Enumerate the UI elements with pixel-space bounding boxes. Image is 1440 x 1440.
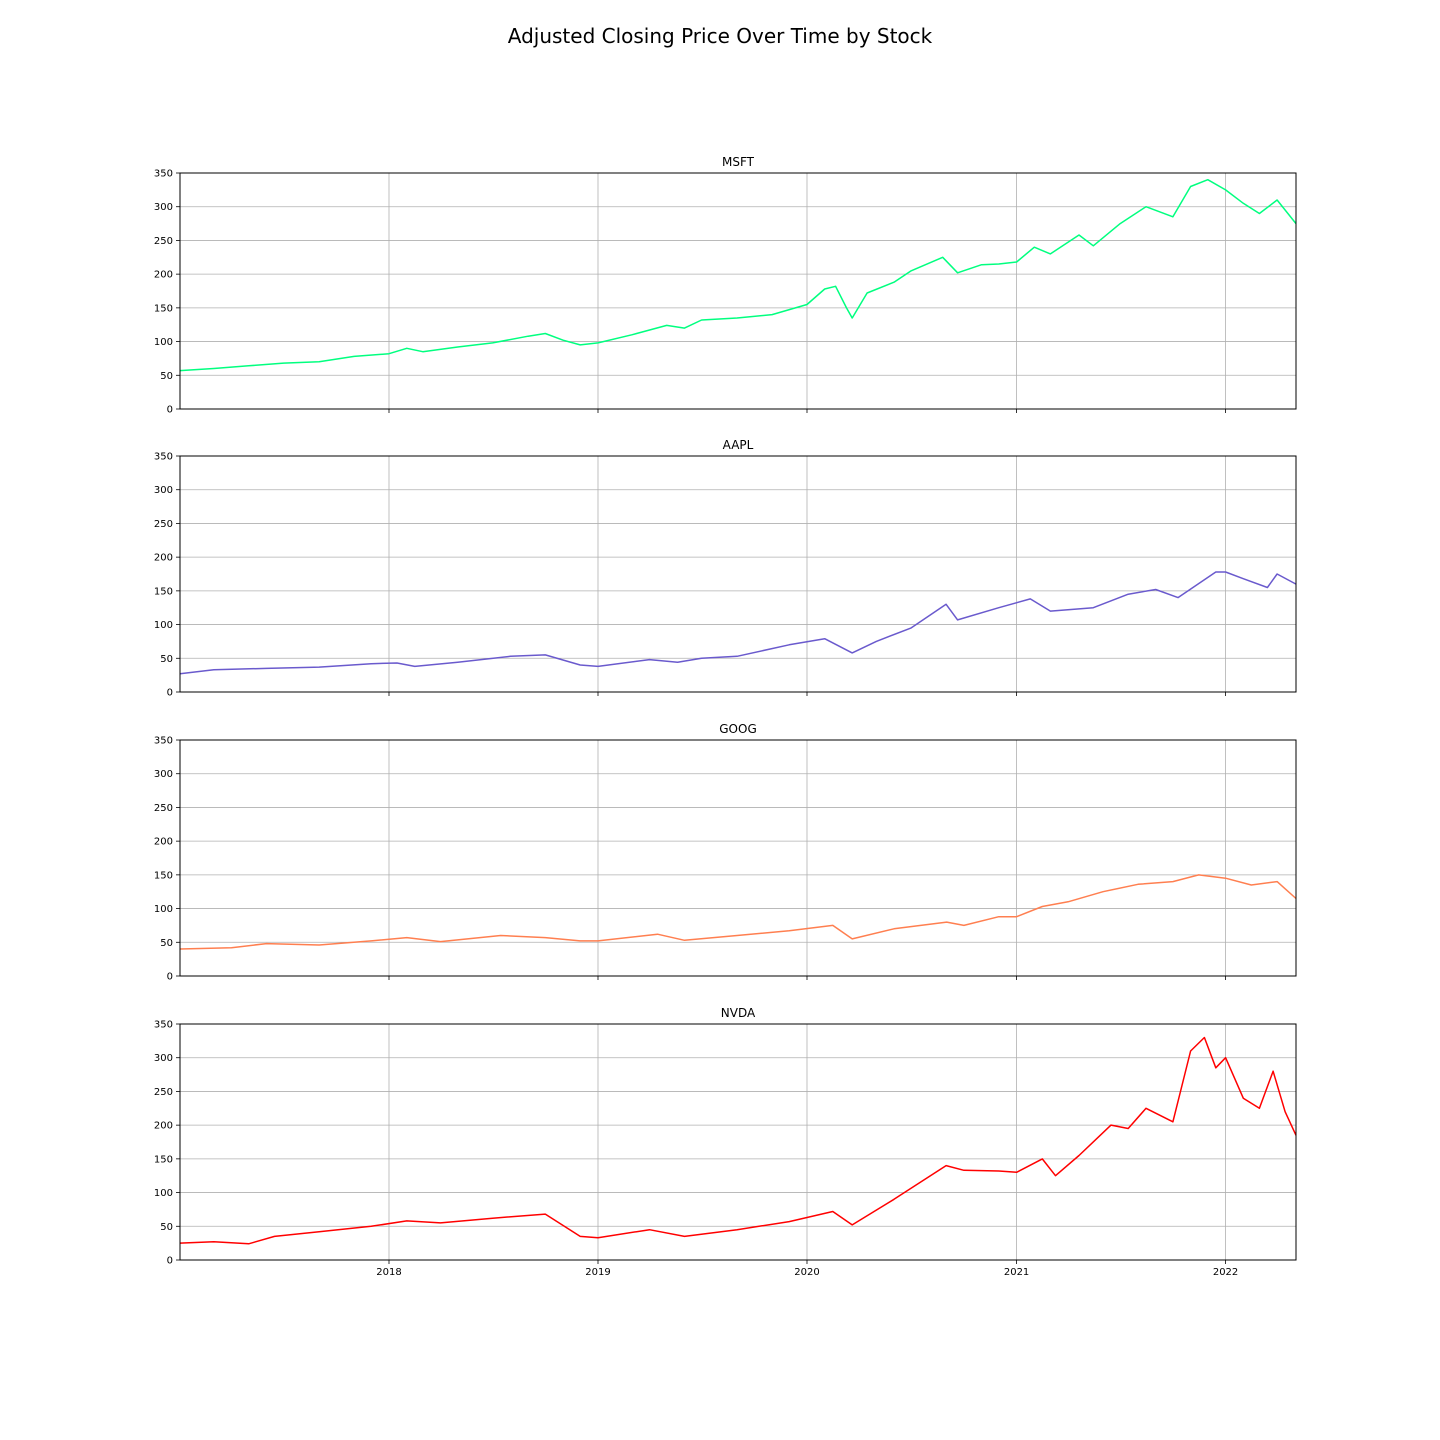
panel-frame-goog: [179, 739, 1297, 977]
y-tick-label: 300: [154, 202, 173, 213]
y-tick-label: 100: [154, 337, 173, 348]
panel-frame-aapl: [179, 455, 1297, 693]
y-tick-label: 0: [167, 1256, 173, 1267]
x-tick-label: 2018: [376, 1267, 401, 1278]
y-tick-label: 250: [154, 803, 173, 814]
x-tick-label: 2021: [1004, 1267, 1029, 1278]
y-tick-label: 50: [160, 938, 173, 949]
panel-title-msft: MSFT: [722, 155, 755, 169]
y-tick-label: 300: [154, 769, 173, 780]
y-tick-label: 50: [160, 654, 173, 665]
figure-title: Adjusted Closing Price Over Time by Stoc…: [507, 24, 933, 48]
y-tick-label: 0: [167, 688, 173, 699]
series-line-msft: [179, 178, 1297, 372]
y-tick-label: 200: [154, 553, 173, 564]
series-line-aapl: [179, 571, 1297, 675]
y-tick-label: 350: [154, 736, 173, 747]
y-tick-label: 250: [154, 519, 173, 530]
y-tick-label: 50: [160, 1222, 173, 1233]
y-tick-label: 100: [154, 1188, 173, 1199]
y-tick-label: 100: [154, 620, 173, 631]
y-tick-label: 300: [154, 1053, 173, 1064]
panel-title-aapl: AAPL: [723, 438, 754, 452]
panel-frame-msft: [179, 172, 1297, 410]
y-tick-label: 350: [154, 452, 173, 463]
y-tick-label: 150: [154, 586, 173, 597]
y-tick-label: 200: [154, 837, 173, 848]
y-tick-label: 150: [154, 1154, 173, 1165]
y-tick-label: 300: [154, 485, 173, 496]
y-tick-label: 150: [154, 303, 173, 314]
y-tick-label: 50: [160, 371, 173, 382]
y-tick-label: 0: [167, 972, 173, 983]
series-line-nvda: [179, 1036, 1297, 1245]
y-tick-label: 250: [154, 236, 173, 247]
panel-title-goog: GOOG: [719, 722, 757, 736]
y-tick-label: 200: [154, 270, 173, 281]
panel-title-nvda: NVDA: [721, 1006, 756, 1020]
panel-frame-nvda: [179, 1023, 1297, 1261]
series-line-goog: [179, 874, 1297, 950]
y-tick-label: 350: [154, 1020, 173, 1031]
y-tick-label: 250: [154, 1087, 173, 1098]
y-tick-label: 200: [154, 1121, 173, 1132]
y-tick-label: 350: [154, 169, 173, 180]
x-tick-label: 2020: [794, 1267, 819, 1278]
x-tick-label: 2019: [585, 1267, 610, 1278]
y-tick-label: 0: [167, 405, 173, 416]
x-tick-label: 2022: [1213, 1267, 1238, 1278]
y-tick-label: 150: [154, 870, 173, 881]
y-tick-label: 100: [154, 904, 173, 915]
